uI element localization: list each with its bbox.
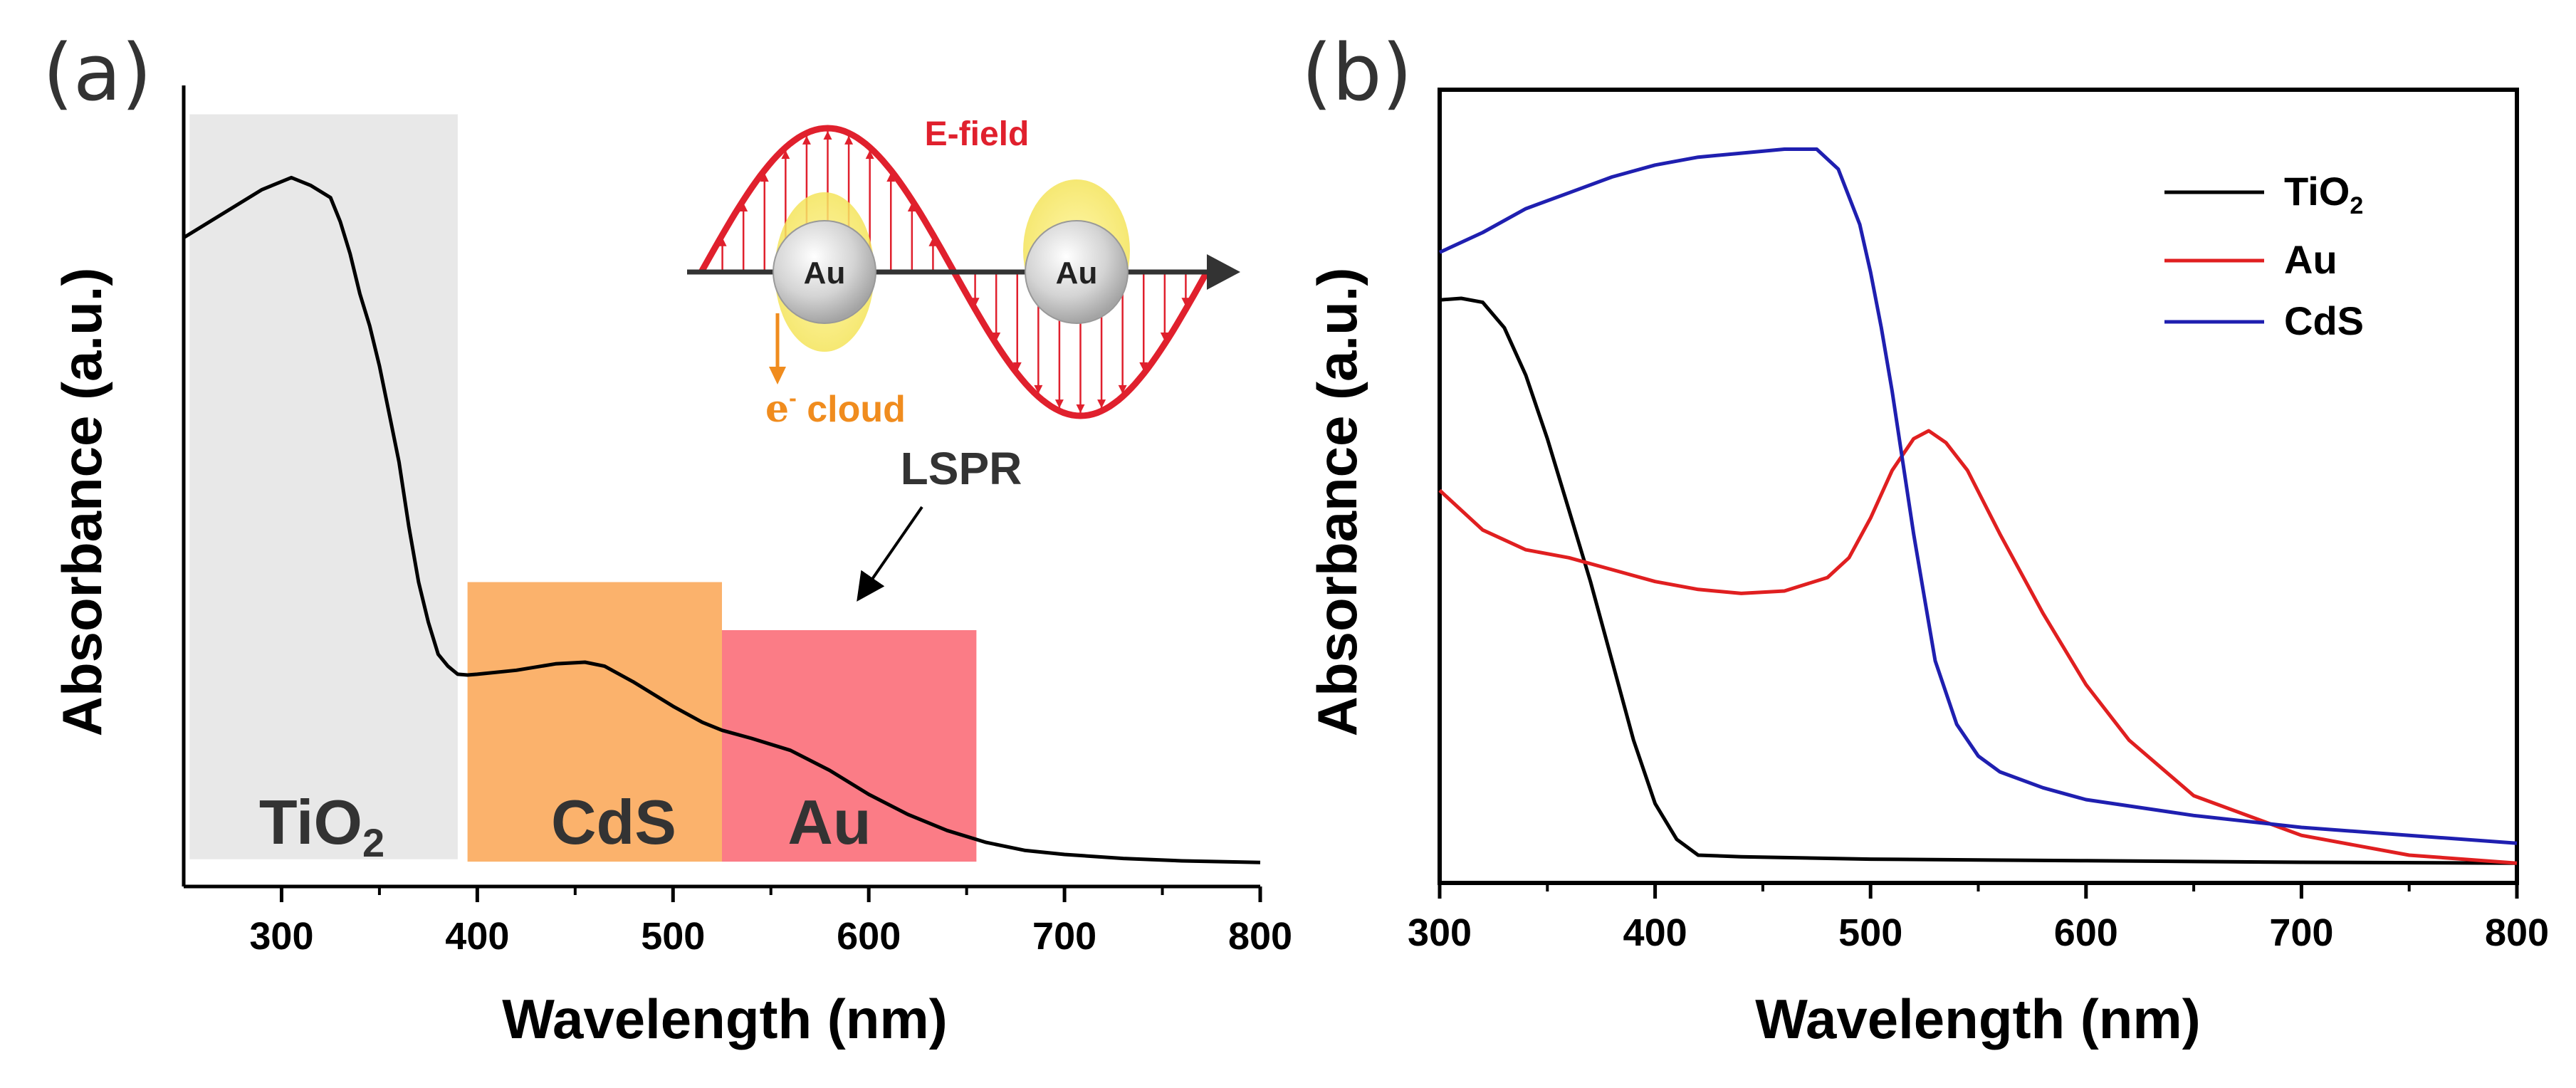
a-x-axis-label: Wavelength (nm)	[502, 988, 947, 1050]
b-x-tick-label: 500	[1838, 911, 1902, 954]
a-tick-layer: 300 400 500 600 700 800	[249, 886, 1292, 958]
b-y-axis-label: Absorbance (a.u.)	[1306, 268, 1368, 737]
efield-arrowhead	[844, 135, 854, 145]
a-region-cds	[467, 582, 722, 862]
a-region-label-tio2: TiO2	[259, 787, 384, 865]
efield-arrowhead	[1012, 362, 1022, 371]
a-region-layer	[189, 114, 977, 862]
efield-arrowhead	[1139, 362, 1148, 371]
lspr-label: LSPR	[901, 443, 1022, 494]
b-legend: TiO2 Au CdS	[2164, 169, 2364, 343]
a-y-axis-label: Absorbance (a.u.)	[51, 268, 113, 737]
b-series-cds	[1438, 147, 2518, 845]
a-x-tick-label: 400	[445, 915, 509, 958]
electron-displacement-arrowhead	[769, 367, 786, 385]
efield-arrowhead	[781, 150, 790, 159]
efield-arrowhead	[1034, 385, 1043, 394]
efield-label: E-field	[925, 115, 1030, 153]
a-region-tio2	[189, 114, 458, 859]
au-particle-label: Au	[1056, 256, 1098, 291]
b-x-tick-label: 800	[2485, 911, 2549, 954]
a-x-tick-label: 700	[1032, 915, 1096, 958]
legend-label-au: Au	[2284, 237, 2337, 282]
efield-arrowhead	[865, 150, 874, 159]
efield-arrowhead	[1054, 399, 1064, 409]
b-tick-layer: 300 400 500 600 700 800	[1408, 883, 2549, 954]
panel-a: (a) 300 400 500 600 700 800 Wavelength (nm) A…	[43, 27, 1292, 1050]
au-particle-label: Au	[804, 256, 846, 291]
au-nanoparticle	[773, 220, 876, 324]
legend-label-tio2: TiO2	[2284, 169, 2363, 219]
panel-b: (b) 300 400 500 600 700 800 Wavelength (nm) A…	[1302, 27, 2549, 1050]
b-x-tick-label: 700	[2269, 911, 2333, 954]
b-series-au	[1438, 429, 2518, 865]
a-absorbance-curve	[182, 175, 1261, 864]
efield-arrowhead	[1076, 404, 1085, 413]
a-x-tick-label: 300	[249, 915, 313, 958]
b-series-tio2	[1439, 296, 2518, 865]
efield-arrowhead	[1097, 399, 1106, 409]
efield-arrowhead	[760, 173, 769, 182]
b-curve-layer	[1438, 147, 2518, 865]
a-x-tick-label: 800	[1228, 915, 1292, 958]
au-nanoparticle	[1025, 220, 1129, 324]
lspr-schematic: E-field Au e- cloud Au	[687, 115, 1240, 431]
propagation-arrowhead	[1207, 254, 1240, 290]
lspr-arrow	[857, 506, 923, 602]
b-x-tick-label: 300	[1408, 911, 1472, 954]
panel-b-label: (b)	[1302, 27, 1413, 118]
b-x-axis-label: Wavelength (nm)	[1755, 988, 2200, 1050]
a-x-tick-label: 500	[641, 915, 705, 958]
b-x-tick-label: 600	[2054, 911, 2118, 954]
efield-arrowhead	[1118, 385, 1127, 394]
a-x-tick-label: 600	[837, 915, 901, 958]
efield-arrowhead	[802, 135, 811, 145]
efield-arrowhead	[823, 131, 832, 140]
panel-a-label: (a)	[43, 27, 152, 118]
a-region-label-cds: CdS	[551, 787, 676, 857]
a-region-au	[722, 630, 977, 862]
electron-cloud-label: e- cloud	[765, 385, 906, 431]
legend-label-cds: CdS	[2284, 298, 2364, 343]
efield-arrowhead	[886, 173, 896, 182]
a-curve-layer	[182, 175, 1261, 864]
a-region-label-au: Au	[787, 787, 871, 857]
b-x-tick-label: 400	[1623, 911, 1687, 954]
